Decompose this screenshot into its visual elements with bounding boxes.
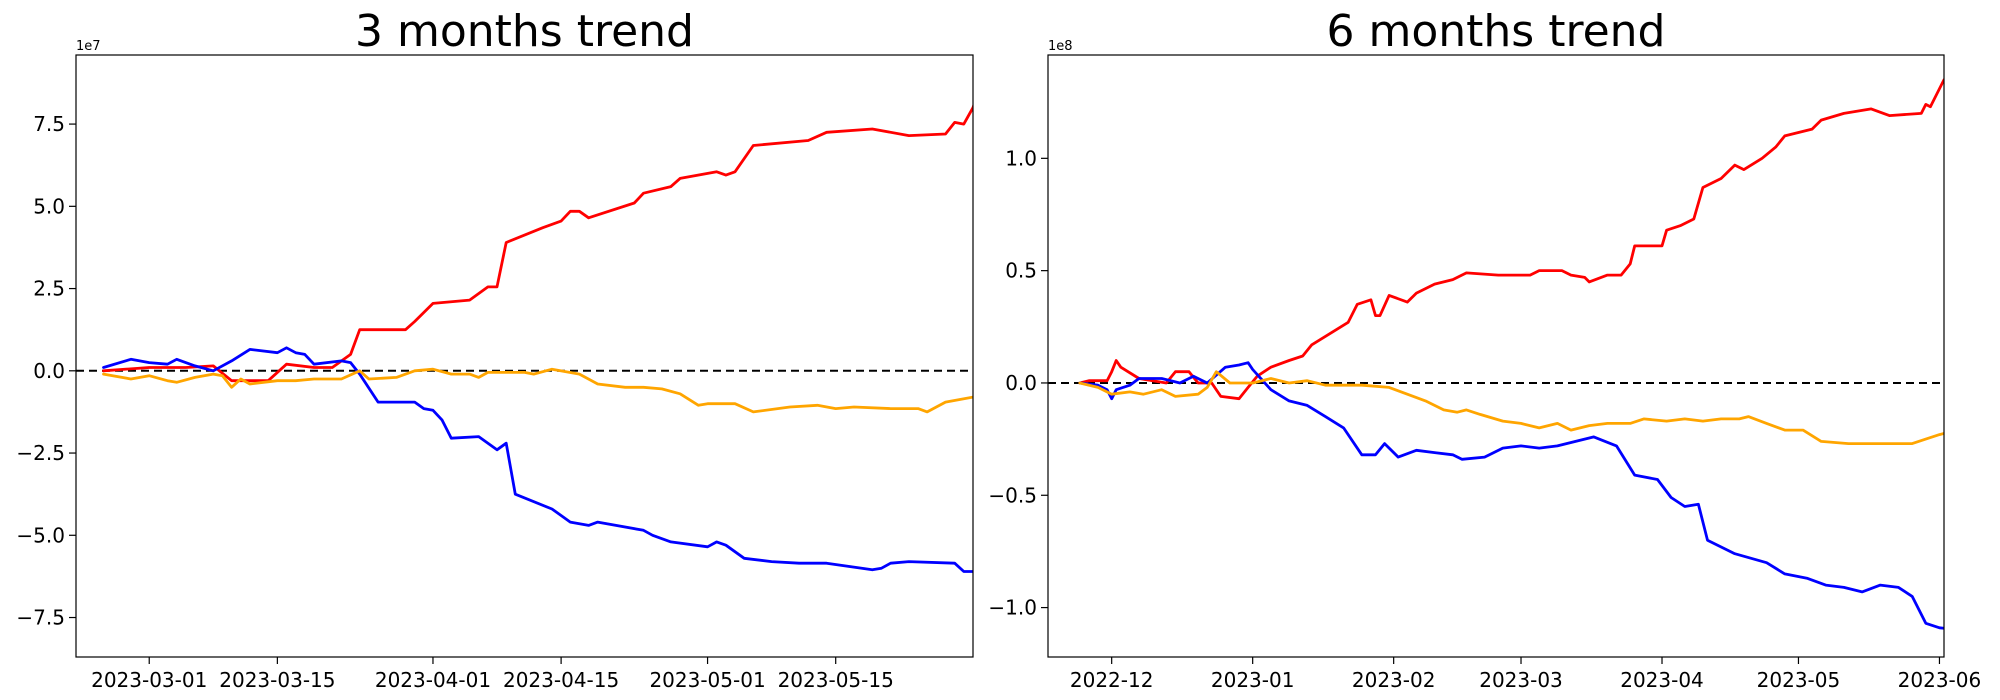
x-tick-label: 2023-04-01 [375, 668, 491, 692]
series-line-1 [102, 346, 973, 574]
x-tick-label: 2022-12 [1070, 668, 1154, 692]
x-tick-label: 2023-05-15 [778, 668, 894, 692]
y-offset-label: 1e8 [1048, 39, 1073, 54]
y-tick-label: 7.5 [33, 112, 65, 136]
x-tick-label: 2023-04 [1620, 668, 1704, 692]
series-line-0 [102, 103, 973, 383]
y-tick-label: −1.0 [988, 596, 1037, 620]
y-tick-label: 2.5 [33, 277, 65, 301]
y-tick-label: 0.0 [33, 359, 65, 383]
y-tick-label: 0.0 [1005, 371, 1037, 395]
y-tick-label: 0.5 [1005, 259, 1037, 283]
series-line-2 [102, 367, 973, 414]
y-tick-label: −0.5 [988, 483, 1037, 507]
x-tick-label: 2023-04-15 [503, 668, 619, 692]
chart-title: 6 months trend [1327, 6, 1666, 57]
y-tick-label: −2.5 [16, 441, 65, 465]
x-tick-label: 2023-02 [1352, 668, 1436, 692]
x-tick-label: 2023-06 [1898, 668, 1982, 692]
x-tick-label: 2023-03-15 [219, 668, 335, 692]
plot-frame [1047, 54, 1945, 658]
plot-frame [75, 54, 974, 658]
x-tick-label: 2023-03 [1479, 668, 1563, 692]
y-offset-label: 1e7 [76, 39, 101, 54]
x-tick-label: 2023-03-01 [91, 668, 207, 692]
y-tick-label: −5.0 [16, 523, 65, 547]
chart-title: 3 months trend [355, 6, 694, 57]
y-tick-label: 5.0 [33, 194, 65, 218]
chart-6-months-trend: 6 months trend 1e8 2022-12 2023-01 2023-02 20… [988, 6, 1981, 692]
y-tick-label: −7.5 [16, 606, 65, 630]
y-tick-label: 1.0 [1005, 146, 1037, 170]
series-line-2 [1078, 370, 1944, 445]
series-line-1 [1078, 361, 1944, 630]
series-line-0 [1078, 78, 1944, 401]
x-tick-label: 2023-01 [1211, 668, 1295, 692]
x-tick-label: 2023-05-01 [649, 668, 765, 692]
chart-3-months-trend: 3 months trend 1e7 2023-03-01 2023-03-15 202… [16, 6, 974, 692]
x-tick-label: 2023-05 [1757, 668, 1841, 692]
